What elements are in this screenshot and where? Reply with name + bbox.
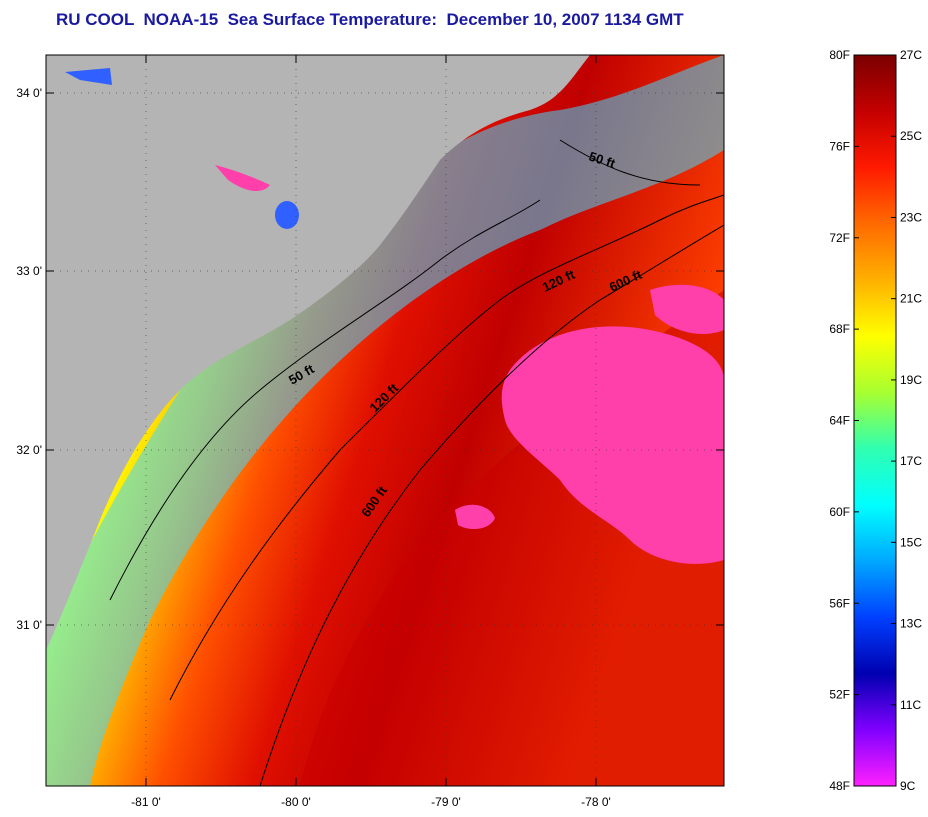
land-mass	[46, 55, 590, 650]
map-title: RU COOL NOAA-15 Sea Surface Temperature:…	[56, 10, 684, 29]
lat-tick-label: 32 0'	[16, 443, 42, 457]
contour-120ft	[169, 194, 724, 701]
cloud-patch-small	[455, 504, 495, 530]
lat-tick-label: 34 0'	[16, 86, 42, 100]
contour-600ft	[259, 224, 724, 786]
cloud-patch-east	[650, 284, 724, 335]
lon-tick-label: -78 0'	[581, 795, 611, 809]
cloud-patch-large	[501, 326, 724, 564]
inland-lake	[275, 201, 299, 229]
lat-tick-label: 33 0'	[16, 264, 42, 278]
lon-tick-label: -80 0'	[281, 795, 311, 809]
grid-lines	[46, 55, 724, 786]
tick-marks	[46, 55, 724, 786]
contour-50ft	[109, 139, 701, 601]
lon-tick-label: -81 0'	[131, 795, 161, 809]
lon-tick-label: -79 0'	[431, 795, 461, 809]
lat-tick-label: 31 0'	[16, 618, 42, 632]
inland-lake-nw	[65, 68, 112, 85]
inland-water-pink	[215, 165, 270, 192]
map-frame	[45, 54, 725, 787]
